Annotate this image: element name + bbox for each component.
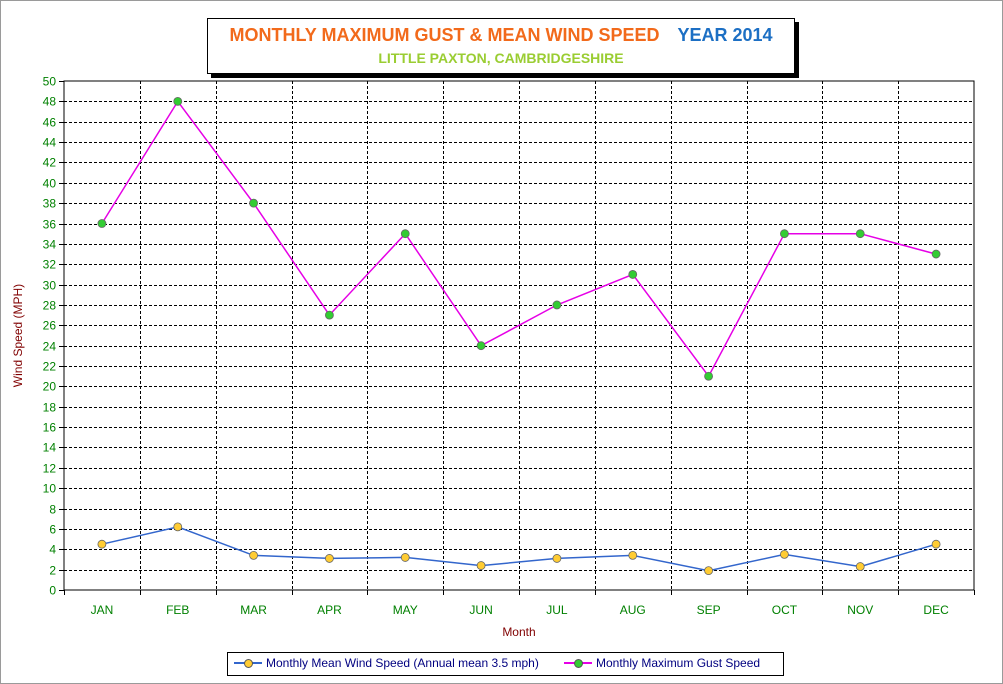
x-tick-label: SEP — [697, 603, 721, 617]
chart-subtitle: LITTLE PAXTON, CAMBRIDGESHIRE — [378, 50, 624, 66]
y-tick-label: 28 — [43, 299, 57, 313]
x-tick-label: OCT — [772, 603, 798, 617]
chart-legend: Monthly Mean Wind Speed (Annual mean 3.5… — [227, 652, 784, 676]
x-tick-label: NOV — [847, 603, 873, 617]
y-tick-label: 0 — [49, 584, 56, 598]
chart-title-year: YEAR 2014 — [677, 25, 773, 45]
y-tick-label: 22 — [43, 360, 57, 374]
y-tick-label: 36 — [43, 218, 57, 232]
data-point-gust — [552, 300, 562, 310]
x-tick-label: JAN — [91, 603, 114, 617]
x-tick-label: DEC — [923, 603, 949, 617]
x-axis-label: Month — [502, 625, 535, 639]
y-tick-label: 6 — [49, 523, 56, 537]
legend-label-mean: Monthly Mean Wind Speed (Annual mean 3.5… — [266, 656, 539, 670]
data-point-mean — [780, 549, 789, 559]
x-tick-label: JUL — [546, 603, 568, 617]
y-tick-label: 30 — [43, 279, 57, 293]
legend-label-gust: Monthly Maximum Gust Speed — [596, 656, 761, 670]
data-point-mean — [249, 550, 258, 560]
y-tick-label: 42 — [43, 156, 57, 170]
x-tick-label: FEB — [166, 603, 189, 617]
y-tick-label: 12 — [43, 462, 57, 476]
data-point-gust — [97, 219, 107, 228]
y-tick-label: 24 — [43, 340, 57, 354]
x-tick-label: JUN — [469, 603, 492, 617]
data-point-mean — [552, 554, 562, 563]
y-tick-label: 34 — [43, 238, 57, 252]
y-tick-label: 2 — [49, 564, 56, 578]
y-tick-label: 8 — [49, 503, 56, 517]
data-point-gust — [931, 249, 941, 259]
chart-title-box: MONTHLY MAXIMUM GUST & MEAN WIND SPEED YE… — [207, 18, 795, 74]
series-line-gust — [101, 100, 937, 378]
data-point-mean — [628, 550, 638, 560]
data-point-mean — [476, 561, 486, 570]
data-point-mean — [704, 566, 713, 576]
y-tick-label: 10 — [43, 482, 57, 496]
legend-item-gust: Monthly Maximum Gust Speed — [564, 656, 760, 670]
y-tick-label: 18 — [43, 401, 57, 415]
data-point-mean — [400, 553, 410, 562]
data-point-mean — [325, 554, 334, 563]
x-tick-label: MAR — [240, 603, 267, 617]
y-tick-label: 20 — [43, 380, 57, 394]
data-point-gust — [173, 96, 183, 106]
y-axis-label: Wind Speed (MPH) — [11, 284, 25, 387]
legend-swatch-gust — [564, 657, 592, 669]
chart-title: MONTHLY MAXIMUM GUST & MEAN WIND SPEED YE… — [208, 25, 794, 46]
chart-title-main: MONTHLY MAXIMUM GUST & MEAN WIND SPEED — [229, 25, 660, 45]
y-tick-label: 40 — [43, 177, 57, 191]
data-point-gust — [325, 310, 334, 320]
y-tick-label: 32 — [43, 258, 57, 272]
plot-area — [63, 80, 975, 591]
y-tick-label: 46 — [43, 116, 57, 130]
y-tick-label: 16 — [43, 421, 57, 435]
y-tick-label: 14 — [43, 441, 57, 455]
data-point-gust — [780, 229, 789, 239]
x-tick-label: MAY — [393, 603, 418, 617]
y-tick-label: 38 — [43, 197, 57, 211]
y-tick-label: 26 — [43, 319, 57, 333]
legend-item-mean: Monthly Mean Wind Speed (Annual mean 3.5… — [234, 656, 539, 670]
data-point-gust — [628, 270, 638, 279]
data-point-gust — [400, 229, 410, 239]
y-tick-label: 4 — [49, 543, 56, 557]
data-point-gust — [249, 198, 258, 208]
data-point-gust — [855, 229, 865, 239]
y-tick-label: 50 — [43, 75, 57, 89]
y-tick-label: 48 — [43, 95, 57, 109]
data-point-mean — [97, 539, 107, 549]
y-tick-label: 44 — [43, 136, 57, 150]
data-point-mean — [931, 539, 941, 549]
series-line-mean — [101, 526, 937, 572]
x-tick-label: APR — [317, 603, 342, 617]
data-point-mean — [173, 522, 183, 532]
data-point-gust — [704, 371, 713, 381]
data-point-gust — [476, 341, 486, 351]
x-tick-label: AUG — [620, 603, 646, 617]
data-point-mean — [855, 562, 865, 571]
legend-swatch-mean — [234, 657, 262, 669]
